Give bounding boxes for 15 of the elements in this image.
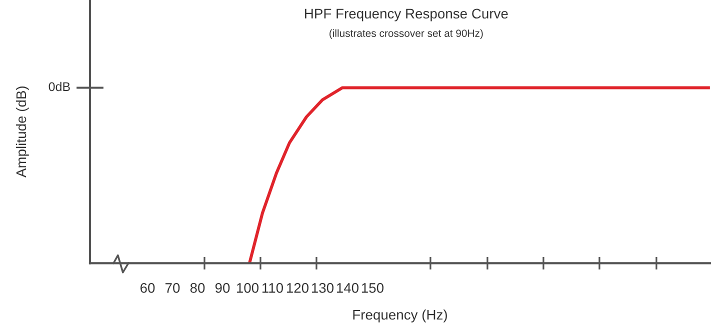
x-tick-label: 110 bbox=[262, 283, 284, 293]
x-axis-title: Frequency (Hz) bbox=[353, 309, 447, 322]
chart-title: HPF Frequency Response Curve bbox=[305, 8, 508, 22]
x-tick-label: 150 bbox=[362, 283, 384, 293]
x-tick-label: 60 bbox=[140, 283, 155, 293]
x-tick-label: 80 bbox=[190, 283, 205, 293]
x-tick-label: 100 bbox=[236, 283, 259, 293]
y-axis-title: Amplitude (dB) bbox=[16, 86, 29, 178]
x-tick-label: 130 bbox=[312, 283, 334, 293]
x-tick-label: 90 bbox=[215, 283, 230, 293]
chart-subtitle: (illustrates crossover set at 90Hz) bbox=[330, 29, 483, 40]
x-tick-label: 120 bbox=[286, 283, 309, 293]
x-tick-label: 70 bbox=[165, 283, 180, 293]
text: 0dB bbox=[48, 82, 70, 92]
x-tick-label: 140 bbox=[336, 283, 359, 293]
